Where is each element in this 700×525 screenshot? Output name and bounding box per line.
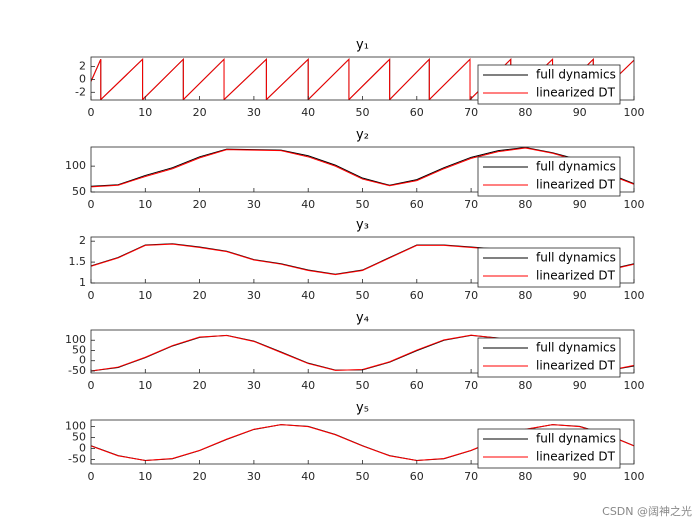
x-tick-label: 90 bbox=[573, 289, 587, 302]
x-tick-label: 90 bbox=[573, 106, 587, 119]
legend-label: full dynamics bbox=[536, 160, 616, 174]
x-tick-label: 80 bbox=[518, 379, 532, 392]
legend-box bbox=[477, 156, 621, 197]
y-tick-label: 50 bbox=[72, 431, 86, 444]
legend-label: full dynamics bbox=[536, 251, 616, 265]
subplot-title: y₃ bbox=[356, 218, 369, 233]
x-tick-label: 80 bbox=[518, 470, 532, 483]
subplot-title: y₁ bbox=[356, 38, 369, 53]
y-tick-label: 0 bbox=[79, 72, 86, 85]
y-tick-label: -50 bbox=[68, 453, 86, 466]
plot-area bbox=[91, 424, 634, 461]
y-tick-label: 100 bbox=[65, 333, 86, 346]
x-tick-label: 40 bbox=[301, 379, 315, 392]
x-tick-label: 70 bbox=[464, 106, 478, 119]
y-tick-label: 100 bbox=[65, 420, 86, 433]
x-tick-label: 50 bbox=[356, 470, 370, 483]
x-tick-label: 70 bbox=[464, 470, 478, 483]
x-tick-label: 30 bbox=[247, 289, 261, 302]
x-tick-label: 0 bbox=[88, 379, 95, 392]
x-tick-label: 60 bbox=[410, 106, 424, 119]
x-tick-label: 30 bbox=[247, 379, 261, 392]
x-tick-label: 20 bbox=[193, 379, 207, 392]
legend-box bbox=[477, 247, 621, 288]
x-tick-label: 90 bbox=[573, 198, 587, 211]
x-tick-label: 10 bbox=[138, 470, 152, 483]
x-tick-label: 70 bbox=[464, 379, 478, 392]
y-tick-label: 2 bbox=[79, 234, 86, 247]
watermark: CSDN @阔神之光 bbox=[602, 504, 692, 518]
subplot-title: y₅ bbox=[356, 401, 369, 416]
x-tick-label: 50 bbox=[356, 289, 370, 302]
y-tick-label: 0 bbox=[79, 442, 86, 455]
x-tick-label: 40 bbox=[301, 106, 315, 119]
x-tick-label: 20 bbox=[193, 106, 207, 119]
x-tick-label: 40 bbox=[301, 198, 315, 211]
x-tick-label: 0 bbox=[88, 106, 95, 119]
x-tick-label: 50 bbox=[356, 198, 370, 211]
legend-label: full dynamics bbox=[536, 341, 616, 355]
plot-area bbox=[91, 147, 634, 188]
y-tick-label: 50 bbox=[72, 343, 86, 356]
legend-label: linearized DT bbox=[536, 86, 616, 100]
x-tick-label: 100 bbox=[624, 289, 645, 302]
x-tick-label: 10 bbox=[138, 379, 152, 392]
x-tick-label: 70 bbox=[464, 198, 478, 211]
x-tick-label: 90 bbox=[573, 379, 587, 392]
x-tick-label: 30 bbox=[247, 198, 261, 211]
x-tick-label: 50 bbox=[356, 106, 370, 119]
legend-box bbox=[477, 428, 621, 469]
y-tick-label: -50 bbox=[68, 364, 86, 377]
subplot-title: y₄ bbox=[356, 311, 369, 326]
x-tick-label: 60 bbox=[410, 198, 424, 211]
x-tick-label: 40 bbox=[301, 289, 315, 302]
legend-label: linearized DT bbox=[536, 269, 616, 283]
x-tick-label: 10 bbox=[138, 198, 152, 211]
x-tick-label: 100 bbox=[624, 379, 645, 392]
y-tick-label: 2 bbox=[79, 60, 86, 73]
x-tick-label: 10 bbox=[138, 289, 152, 302]
subplot-title: y₂ bbox=[356, 128, 369, 143]
legend-label: linearized DT bbox=[536, 359, 616, 373]
x-tick-label: 30 bbox=[247, 470, 261, 483]
x-tick-label: 100 bbox=[624, 198, 645, 211]
legend-label: full dynamics bbox=[536, 432, 616, 446]
legend-box bbox=[477, 337, 621, 378]
y-tick-label: -2 bbox=[75, 85, 86, 98]
y-tick-label: 100 bbox=[65, 159, 86, 172]
y-tick-label: 50 bbox=[72, 185, 86, 198]
y-tick-label: 1.5 bbox=[69, 255, 87, 268]
series-line bbox=[91, 147, 634, 188]
x-tick-label: 0 bbox=[88, 289, 95, 302]
x-tick-label: 80 bbox=[518, 289, 532, 302]
legend-box bbox=[477, 64, 621, 105]
x-tick-label: 90 bbox=[573, 470, 587, 483]
x-tick-label: 20 bbox=[193, 289, 207, 302]
x-tick-label: 70 bbox=[464, 289, 478, 302]
x-tick-label: 10 bbox=[138, 106, 152, 119]
legend-label: full dynamics bbox=[536, 68, 616, 82]
x-tick-label: 60 bbox=[410, 289, 424, 302]
x-tick-label: 100 bbox=[624, 470, 645, 483]
legend-label: linearized DT bbox=[536, 178, 616, 192]
x-tick-label: 0 bbox=[88, 198, 95, 211]
x-tick-label: 40 bbox=[301, 470, 315, 483]
series-line bbox=[91, 424, 634, 461]
x-tick-label: 80 bbox=[518, 106, 532, 119]
x-tick-label: 20 bbox=[193, 470, 207, 483]
legend-label: linearized DT bbox=[536, 450, 616, 464]
x-tick-label: 80 bbox=[518, 198, 532, 211]
x-tick-label: 60 bbox=[410, 379, 424, 392]
x-tick-label: 50 bbox=[356, 379, 370, 392]
y-tick-label: 1 bbox=[79, 276, 86, 289]
x-tick-label: 0 bbox=[88, 470, 95, 483]
x-tick-label: 100 bbox=[624, 106, 645, 119]
x-tick-label: 20 bbox=[193, 198, 207, 211]
series-line bbox=[91, 147, 634, 187]
y-tick-label: 0 bbox=[79, 354, 86, 367]
x-tick-label: 60 bbox=[410, 470, 424, 483]
x-tick-label: 30 bbox=[247, 106, 261, 119]
